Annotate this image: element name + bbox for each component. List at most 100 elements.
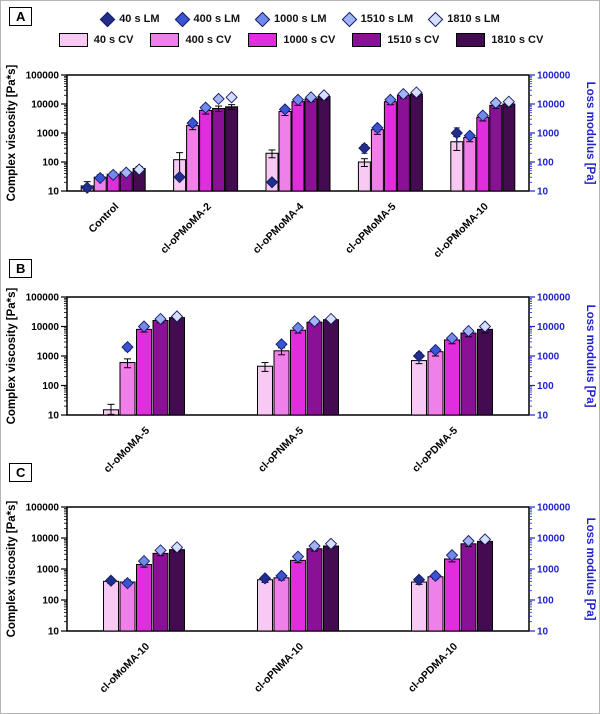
y-axis-label-left: Complex viscosity [Pa*s] — [6, 64, 18, 201]
y-tick-right: 10000 — [537, 322, 565, 333]
diamond-400-s-LM — [429, 569, 442, 583]
bar-1510-s-CV — [152, 319, 169, 416]
panel-label-a: A — [9, 7, 33, 26]
panel-b-chart: 10 10 100 100 1000 1000 10000 10000 100000 100000… — [6, 287, 596, 475]
bar-1000-s-CV — [291, 101, 305, 192]
bar-1000-s-CV — [199, 109, 213, 192]
diamond-1510-s-LM — [154, 312, 167, 326]
y-tick-right: 1000 — [537, 352, 560, 363]
bar-swatch-icon — [352, 33, 382, 47]
x-category-label: cl-oPMoMA-5 — [343, 201, 399, 257]
bar-1810-s-CV — [225, 106, 239, 192]
bar-400-s-CV — [427, 576, 444, 632]
diamond-marker-icon — [99, 11, 116, 27]
diamond-1810-s-LM — [225, 91, 238, 104]
bar-1810-s-CV — [169, 317, 185, 416]
y-tick-left: 1000 — [37, 129, 60, 140]
bar-1000-s-CV — [136, 328, 152, 416]
y-tick-left: 100 — [42, 381, 59, 392]
y-tick-right: 10000 — [537, 100, 565, 111]
diamond-1000-s-LM — [137, 320, 151, 333]
diamond-40-s-LM — [173, 171, 186, 184]
y-tick-left: 1000 — [37, 565, 60, 576]
legend-item-40s-cv: 40 s CV — [58, 33, 134, 47]
diamond-40-s-LM — [265, 176, 279, 189]
bar-1000-s-CV — [290, 329, 306, 416]
y-tick-right: 100000 — [537, 71, 571, 82]
legend-row-cv: 40 s CV 400 s CV 1000 s CV 1510 s CV 181… — [58, 33, 544, 47]
y-tick-left: 100000 — [26, 293, 60, 304]
y-tick-right: 100 — [537, 596, 554, 607]
bar-1810-s-CV — [169, 549, 185, 632]
bar-40-s-CV — [257, 365, 273, 416]
legend-item-1000s-cv: 1000 s CV — [248, 33, 335, 47]
bar-1810-s-CV — [502, 103, 516, 192]
bar-1510-s-CV — [396, 94, 410, 192]
diamond-1510-s-LM — [154, 544, 167, 557]
bar-swatch-icon — [456, 33, 486, 47]
diamond-1810-s-LM — [324, 312, 338, 326]
bar-1510-s-CV — [306, 548, 323, 632]
diamond-400-s-LM — [429, 343, 442, 357]
bar-400-s-CV — [273, 350, 290, 416]
y-tick-left: 10000 — [31, 100, 59, 111]
diamond-1000-s-LM — [384, 93, 397, 106]
y-axis-label-right: Loss modulus [Pa] — [584, 82, 596, 185]
bar-1510-s-CV — [489, 104, 503, 192]
diamond-1810-s-LM — [410, 86, 423, 99]
diamond-1510-s-LM — [462, 534, 475, 548]
bar-40-s-CV — [257, 579, 273, 632]
diamond-40-s-LM — [450, 126, 463, 140]
bar-1810-s-CV — [477, 328, 493, 416]
legend-label: 1810 s CV — [491, 34, 544, 46]
legend-label: 40 s CV — [93, 34, 134, 46]
y-tick-right: 10 — [537, 187, 549, 198]
diamond-1810-s-LM — [502, 95, 515, 108]
diamond-400-s-LM — [463, 129, 476, 142]
y-tick-left: 1000 — [37, 352, 60, 363]
diamond-1510-s-LM — [462, 324, 475, 338]
legend-item-40s-lm: 40 s LM — [99, 11, 160, 27]
y-tick-left: 10 — [48, 411, 60, 422]
bar-400-s-CV — [186, 125, 200, 192]
diamond-marker-icon — [341, 11, 357, 27]
legend-item-1510s-lm: 1510 s LM — [341, 11, 414, 27]
legend-label: 40 s LM — [119, 13, 160, 25]
x-category-label: cl-oMoMA-10 — [97, 641, 152, 696]
x-category-label: cl-oPMoMA-4 — [251, 201, 307, 257]
legend-row-lm: 40 s LM 400 s LM 1000 s LM 1510 s LM 181… — [99, 11, 500, 27]
bar-swatch-icon — [150, 33, 180, 47]
bar-1810-s-CV — [477, 540, 493, 632]
y-tick-left: 10 — [48, 627, 60, 638]
y-tick-left: 10000 — [31, 322, 59, 333]
bar-swatch-icon — [58, 33, 88, 47]
bar-400-s-CV — [119, 581, 136, 632]
y-axis-label-left: Complex viscosity [Pa*s] — [6, 287, 18, 424]
diamond-400-s-LM — [278, 103, 292, 116]
diamond-1510-s-LM — [120, 166, 133, 179]
diamond-400-s-LM — [275, 338, 288, 351]
bar-1510-s-CV — [460, 332, 477, 416]
legend-label: 1000 s LM — [274, 13, 327, 25]
panel-label-b: B — [9, 259, 33, 278]
diamond-1810-s-LM — [170, 541, 184, 554]
y-tick-right: 100000 — [537, 293, 571, 304]
legend-label: 1510 s LM — [360, 13, 414, 25]
y-tick-right: 1000 — [537, 129, 560, 140]
bar-1810-s-CV — [317, 96, 331, 192]
bar-1000-s-CV — [444, 558, 460, 632]
bar-1510-s-CV — [212, 107, 226, 192]
diamond-1000-s-LM — [476, 109, 489, 122]
y-tick-right: 100 — [537, 158, 554, 169]
y-tick-left: 10000 — [31, 534, 59, 545]
y-tick-right: 1000 — [537, 565, 560, 576]
bar-swatch-icon — [248, 33, 278, 47]
y-tick-left: 10 — [48, 187, 60, 198]
diamond-400-s-LM — [94, 171, 107, 185]
x-category-label: cl-oPNMA-10 — [252, 641, 306, 695]
diamond-1810-s-LM — [478, 320, 492, 333]
diamond-1000-s-LM — [291, 321, 305, 334]
diamond-1000-s-LM — [107, 168, 120, 182]
bar-400-s-CV — [427, 351, 444, 416]
